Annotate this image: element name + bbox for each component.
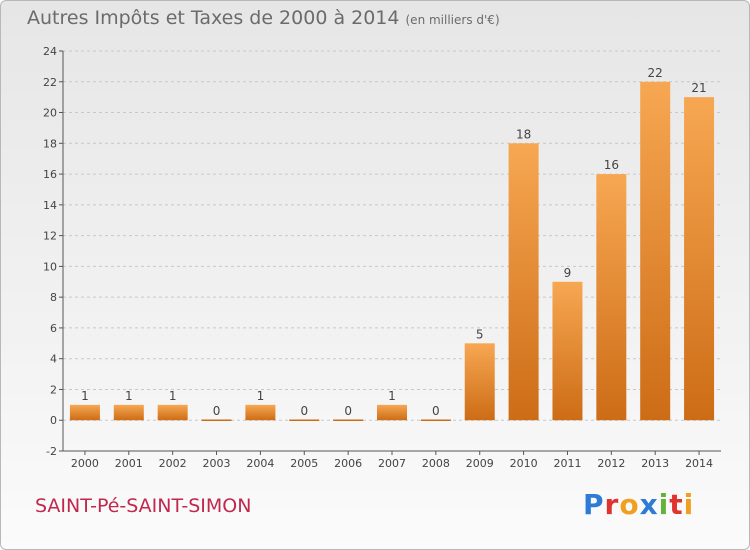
bar-2010 <box>508 143 539 421</box>
bar-2009 <box>464 343 495 421</box>
x-tick-label-2009: 2009 <box>466 457 494 470</box>
bar-2001 <box>113 404 144 421</box>
x-tick-label-2014: 2014 <box>685 457 713 470</box>
y-tick-label: 18 <box>43 137 57 150</box>
bar-2002 <box>157 404 188 421</box>
y-tick-label: 2 <box>50 383 57 396</box>
value-label-2007: 1 <box>388 389 396 403</box>
brand-letter: x <box>639 488 659 521</box>
value-label-2001: 1 <box>125 389 133 403</box>
x-tick-label-2005: 2005 <box>290 457 318 470</box>
x-tick-label-2010: 2010 <box>510 457 538 470</box>
value-label-2006: 0 <box>344 404 352 418</box>
y-tick-label: -2 <box>46 445 57 458</box>
bar-2011 <box>552 281 583 421</box>
value-label-2008: 0 <box>432 404 440 418</box>
chart-title: Autres Impôts et Taxes de 2000 à 2014 (en… <box>27 7 500 29</box>
x-tick-label-2012: 2012 <box>597 457 625 470</box>
brand-letter: i <box>683 488 695 521</box>
value-label-2009: 5 <box>476 327 484 341</box>
value-label-2005: 0 <box>300 404 308 418</box>
brand-letter: P <box>583 488 605 521</box>
value-label-2000: 1 <box>81 389 89 403</box>
brand-letter: t <box>669 488 684 521</box>
value-label-2012: 16 <box>604 158 619 172</box>
x-tick-label-2002: 2002 <box>159 457 187 470</box>
value-label-2004: 1 <box>257 389 265 403</box>
y-tick-label: 0 <box>50 414 57 427</box>
value-label-2014: 21 <box>691 81 706 95</box>
y-tick-label: 4 <box>50 353 57 366</box>
commune-name: SAINT-Pé-SAINT-SIMON <box>35 495 252 517</box>
bar-2007 <box>377 404 407 421</box>
value-label-2011: 9 <box>564 266 572 280</box>
y-tick-label: 6 <box>50 322 57 335</box>
y-tick-label: 24 <box>43 45 57 58</box>
y-tick-label: 8 <box>50 291 57 304</box>
x-tick-label-2006: 2006 <box>334 457 362 470</box>
brand-letter: o <box>619 488 640 521</box>
bar-2014 <box>684 97 715 421</box>
bar-2013 <box>640 81 671 421</box>
data-labels: 1 1 1 0 1 0 0 1 0 5 18 9 16 22 21 <box>81 66 707 418</box>
x-tick-label-2003: 2003 <box>203 457 231 470</box>
y-tick-label: 14 <box>43 199 57 212</box>
x-tick-label-2000: 2000 <box>71 457 99 470</box>
value-label-2010: 18 <box>516 127 531 141</box>
value-label-2002: 1 <box>169 389 177 403</box>
bar-2004 <box>245 404 276 421</box>
y-tick-label: 20 <box>43 107 57 120</box>
y-tick-label: 16 <box>43 168 57 181</box>
chart-title-text: Autres Impôts et Taxes de 2000 à 2014 <box>27 7 400 29</box>
bar-2000 <box>69 404 100 421</box>
brand-letter: r <box>604 488 620 521</box>
bars <box>69 81 715 421</box>
chart-subtitle: (en milliers d'€) <box>405 13 500 27</box>
bar-2012 <box>596 174 627 421</box>
brand-letter: i <box>658 488 670 521</box>
x-tick-label-2001: 2001 <box>115 457 143 470</box>
x-tick-label-2004: 2004 <box>246 457 274 470</box>
y-tick-label: 22 <box>43 76 57 89</box>
brand-logo[interactable]: Proxiti <box>583 488 694 521</box>
value-label-2003: 0 <box>213 404 221 418</box>
x-tick-label-2013: 2013 <box>641 457 669 470</box>
x-tick-label-2011: 2011 <box>553 457 581 470</box>
x-tick-label-2008: 2008 <box>422 457 450 470</box>
y-tick-label: 12 <box>43 230 57 243</box>
value-label-2013: 22 <box>648 66 663 80</box>
y-tick-label: 10 <box>43 260 57 273</box>
x-tick-label-2007: 2007 <box>378 457 406 470</box>
